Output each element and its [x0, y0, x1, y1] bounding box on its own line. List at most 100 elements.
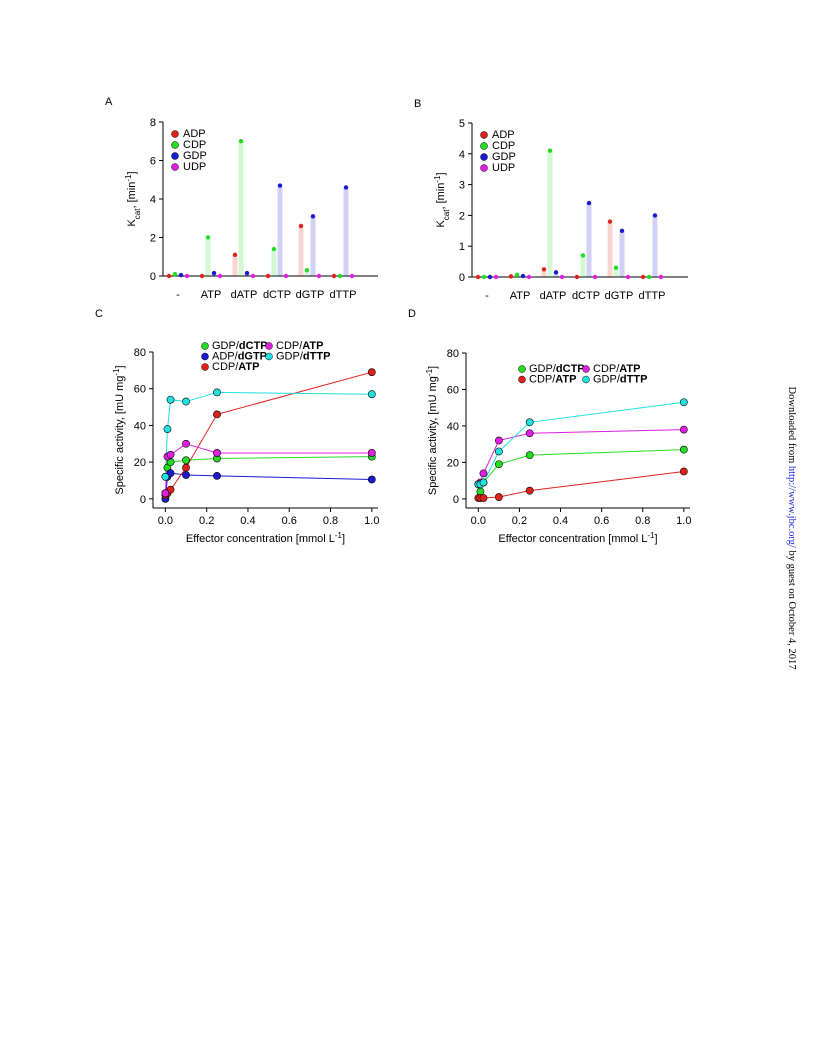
- x-tick-label: dCTP: [572, 290, 600, 302]
- axis-label-part: cat: [442, 209, 451, 220]
- axis-label: Kcat, [min-1]: [433, 172, 451, 227]
- bar: [304, 270, 310, 276]
- series-line: [477, 449, 684, 494]
- legend-label-part: CDP/: [593, 363, 620, 375]
- legend-marker: [518, 365, 526, 373]
- bar-dot: [277, 183, 283, 188]
- y-tick-label: 0: [453, 494, 459, 506]
- legend-label: CDP/ATP: [276, 340, 323, 352]
- data-point: [479, 478, 488, 487]
- legend-label: UDP: [492, 162, 515, 174]
- legend-label-part: dCTP: [556, 363, 585, 375]
- data-point: [182, 463, 190, 472]
- watermark: Downloaded from http://www.jbc.org/ by g…: [786, 387, 797, 670]
- legend-label-part: dTTP: [620, 374, 648, 386]
- legend-label-part: CDP/: [212, 361, 239, 373]
- bar: [271, 249, 277, 276]
- legend-label: CDP: [492, 140, 515, 152]
- series-line: [477, 429, 684, 485]
- legend-label-part: ATP: [555, 374, 576, 386]
- legend-label: ADP/dGTP: [212, 351, 267, 363]
- bar-dot: [658, 274, 664, 280]
- bar-dot: [541, 267, 547, 272]
- bar-dot: [283, 273, 289, 279]
- legend-label: GDP/dCTP: [212, 340, 268, 352]
- bar-dot: [520, 273, 526, 279]
- axis-label-part: Specific activity, [mU mg: [427, 376, 439, 495]
- y-tick-label: 20: [134, 457, 146, 469]
- x-tick-label: ATP: [201, 289, 222, 301]
- data-point: [166, 450, 175, 459]
- data-point: [679, 467, 688, 476]
- data-point: [494, 493, 503, 501]
- x-tick-label: 1.0: [364, 515, 379, 527]
- legend-label-part: GDP/: [593, 374, 621, 386]
- series-line: [164, 443, 372, 494]
- x-tick-label: -: [485, 290, 489, 302]
- data-point: [679, 445, 688, 454]
- series-line: [164, 472, 372, 499]
- axis-label: Effector concentration [mmol L-1]: [498, 531, 657, 546]
- legend-label: GDP: [492, 151, 516, 163]
- axis-label-part: -1: [124, 174, 133, 182]
- bar: [310, 216, 316, 276]
- legend-label: GDP: [183, 150, 207, 162]
- series-line: [478, 401, 684, 485]
- data-point: [367, 368, 376, 377]
- axis-label: Effector concentration [mmol L-1]: [186, 531, 345, 546]
- legend-label-part: GDP/: [276, 351, 304, 363]
- data-point: [367, 390, 376, 399]
- bar-dot: [343, 185, 349, 190]
- y-tick-label: 4: [150, 194, 156, 206]
- legend-marker: [201, 342, 209, 350]
- legend-marker: [480, 153, 488, 161]
- watermark-text: by guest on October 4, 2017: [786, 548, 797, 670]
- bar-dot: [487, 274, 493, 280]
- data-point: [525, 429, 534, 438]
- data-point: [479, 494, 488, 502]
- bar: [343, 187, 349, 276]
- data-point: [182, 439, 190, 448]
- legend-marker: [480, 164, 488, 172]
- data-point: [494, 460, 503, 469]
- data-point: [525, 486, 534, 495]
- axis-label-part: ]: [435, 172, 447, 175]
- x-tick-label: 0.8: [323, 515, 338, 527]
- legend-label-part: GDP/: [212, 340, 240, 352]
- bar-dot: [586, 200, 592, 206]
- panel-letter: A: [105, 96, 113, 108]
- bar-dot: [607, 219, 613, 224]
- x-tick-label: dCTP: [263, 289, 291, 301]
- data-point: [161, 472, 170, 481]
- axis-label-part: ]: [427, 366, 439, 369]
- data-point: [679, 425, 688, 434]
- bar-dot: [166, 273, 172, 279]
- data-point: [213, 471, 221, 480]
- watermark-text: Downloaded from: [786, 387, 797, 466]
- bar: [547, 150, 553, 277]
- x-tick-label: 0.0: [471, 515, 486, 527]
- y-tick-label: 2: [459, 210, 465, 222]
- data-point: [213, 388, 221, 397]
- series-line: [164, 391, 372, 477]
- axis-label: Specific activity, [mU mg-1]: [425, 366, 440, 495]
- watermark-link[interactable]: http://www.jbc.org/: [786, 466, 797, 548]
- legend-label: GDP/dTTP: [276, 351, 330, 363]
- y-tick-label: 3: [459, 180, 465, 192]
- bar: [277, 185, 283, 276]
- x-tick-label: 1.0: [676, 515, 691, 527]
- y-tick-label: 0: [140, 494, 146, 506]
- legend-label: GDP/dCTP: [529, 363, 585, 375]
- y-tick-label: 8: [150, 117, 156, 129]
- data-point: [525, 451, 534, 460]
- y-tick-label: 1: [459, 241, 465, 253]
- bar-dot: [625, 274, 631, 280]
- axis-label-part: -1: [433, 175, 442, 183]
- axis-label-part: Effector concentration [mmol L: [186, 533, 335, 545]
- data-point: [367, 475, 376, 484]
- legend-marker: [171, 130, 179, 138]
- bar-dot: [547, 148, 553, 153]
- bar-dot: [178, 272, 184, 278]
- data-point: [479, 469, 488, 478]
